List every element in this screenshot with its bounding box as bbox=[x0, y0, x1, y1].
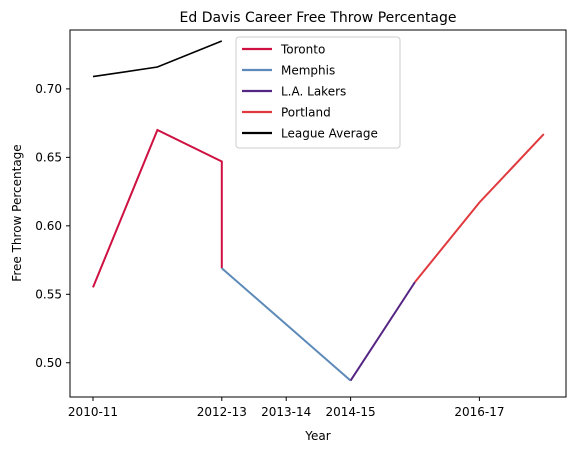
y-tick-label: 0.55 bbox=[35, 287, 62, 301]
x-tick-label: 2013-14 bbox=[261, 405, 311, 419]
legend-label: League Average bbox=[281, 127, 378, 141]
x-tick-label: 2010-11 bbox=[68, 405, 118, 419]
x-axis: 2010-11 2012-13 2013-14 2014-15 2016-17 bbox=[68, 397, 504, 419]
plot-frame bbox=[69, 29, 567, 398]
series-line-portland bbox=[414, 133, 545, 283]
legend: Toronto Memphis L.A. Lakers Portland League … bbox=[235, 36, 401, 149]
legend-label: Portland bbox=[281, 106, 331, 120]
y-tick-label: 0.70 bbox=[35, 82, 62, 96]
y-tick-label: 0.50 bbox=[35, 356, 62, 370]
x-tick-label: 2012-13 bbox=[197, 405, 247, 419]
y-tick-label: 0.65 bbox=[35, 150, 62, 164]
legend-label: Memphis bbox=[281, 64, 335, 78]
series-line-league-average bbox=[92, 40, 223, 78]
chart-title: Ed Davis Career Free Throw Percentage bbox=[180, 10, 457, 26]
series-line-toronto bbox=[92, 128, 223, 288]
y-axis-label: Free Throw Percentage bbox=[10, 144, 24, 281]
x-tick-label: 2014-15 bbox=[326, 405, 376, 419]
legend-label: L.A. Lakers bbox=[281, 85, 346, 99]
legend-label: Toronto bbox=[280, 43, 325, 57]
x-tick-label: 2016-17 bbox=[454, 405, 504, 419]
y-tick-label: 0.60 bbox=[35, 219, 62, 233]
y-axis: 0.50 0.55 0.60 0.65 0.70 bbox=[35, 82, 70, 370]
series-line-memphis bbox=[221, 267, 352, 382]
plot-lines bbox=[92, 40, 545, 382]
series-line-l-a-lakers bbox=[349, 281, 416, 382]
x-axis-label: Year bbox=[304, 429, 330, 443]
legend-box bbox=[235, 36, 401, 149]
